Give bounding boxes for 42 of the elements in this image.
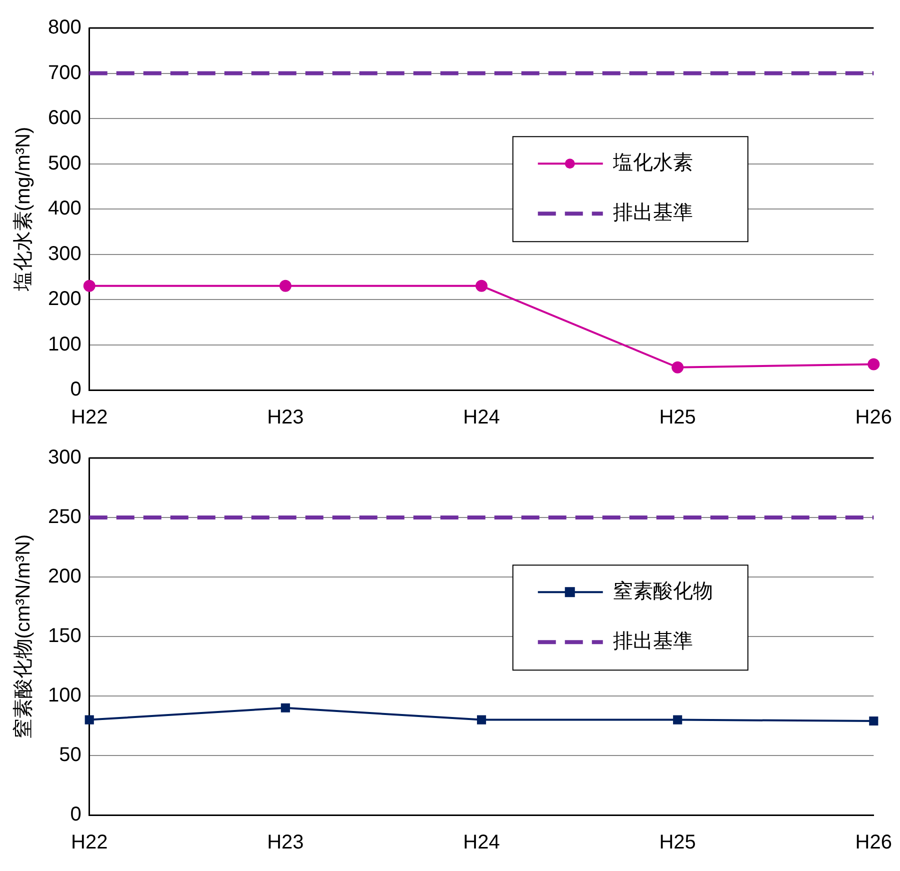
point [84,715,94,724]
y-tick-label: 700 [48,62,82,84]
y-tick-label: 0 [70,378,82,401]
x-tick-label: H23 [267,406,304,429]
point [673,715,682,724]
x-tick-label: H23 [267,832,304,854]
x-tick-label: H22 [71,832,108,854]
point [83,280,96,292]
y-axis-title: 塩化水素(mg/m³N) [12,126,35,292]
y-tick-label: 200 [48,566,82,588]
x-tick-label: H26 [855,832,892,854]
point [280,703,290,712]
legend-label: 排出基準 [612,630,693,653]
legend-label: 塩化水素 [612,152,693,174]
point [476,715,486,724]
y-tick-label: 300 [48,242,82,265]
y-tick-label: 500 [48,152,82,174]
y-tick-label: 100 [48,333,82,356]
y-tick-label: 300 [48,446,82,469]
y-tick-label: 100 [48,684,82,707]
legend-label: 窒素酸化物 [612,580,713,603]
y-tick-label: 50 [59,744,82,766]
point [672,361,684,374]
y-axis-title: 窒素酸化物(cm³N/m³N) [12,534,35,739]
x-tick-label: H25 [659,406,696,429]
y-tick-label: 200 [48,288,82,310]
x-tick-label: H22 [71,406,108,429]
y-tick-label: 0 [70,804,82,826]
point [868,358,880,370]
x-tick-label: H25 [659,832,696,854]
x-tick-label: H26 [855,406,892,429]
y-tick-label: 600 [48,107,82,130]
y-tick-label: 400 [48,198,82,220]
point [279,280,292,292]
y-tick-label: 250 [48,506,82,528]
point [869,716,878,726]
legend-label: 排出基準 [612,202,693,224]
x-tick-label: H24 [463,406,500,429]
y-tick-label: 800 [48,16,82,39]
x-tick-label: H24 [463,832,500,854]
y-tick-label: 150 [48,625,82,648]
point [476,280,488,292]
